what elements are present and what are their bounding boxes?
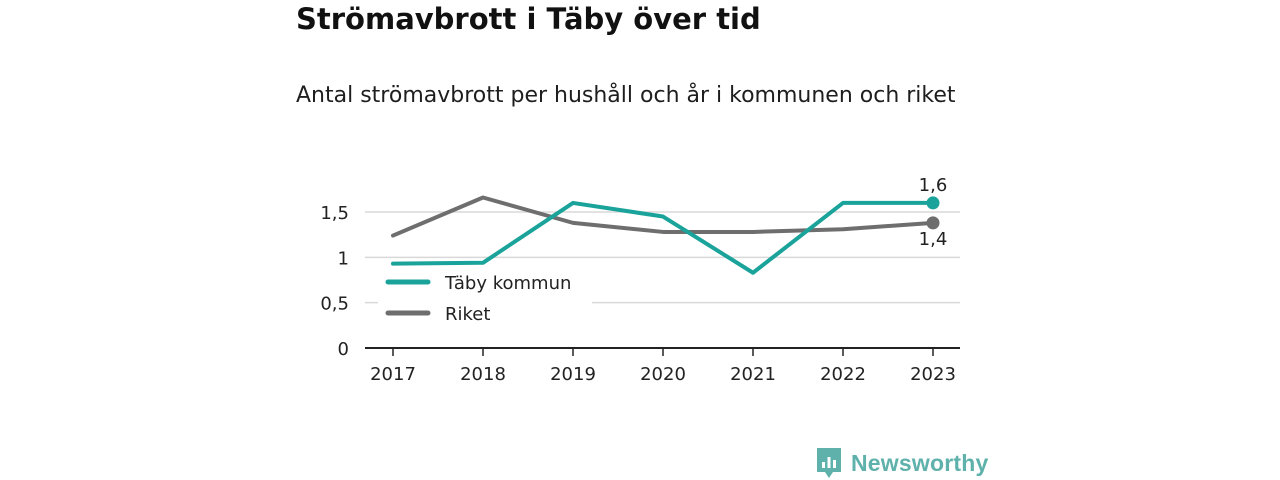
x-tick-label: 2021: [730, 364, 776, 385]
newsworthy-icon: [817, 448, 841, 478]
x-tick-label: 2019: [550, 364, 596, 385]
chart-title: Strömavbrott i Täby över tid: [296, 2, 761, 36]
newsworthy-logo[interactable]: Newsworthy: [815, 446, 988, 480]
legend-label-riket: Riket: [445, 304, 490, 325]
data-point: [926, 216, 940, 230]
x-tick-label: 2020: [640, 364, 686, 385]
series-line-riket: [391, 195, 935, 238]
data-point: [926, 196, 940, 210]
x-tick-label: 2018: [460, 364, 506, 385]
legend-background: [378, 266, 592, 332]
brand-name: Newsworthy: [851, 449, 989, 476]
series-lines: [391, 195, 940, 275]
end-label-taby: 1,6: [919, 175, 948, 196]
x-tick-label: 2023: [910, 364, 956, 385]
x-tick-label: 2022: [820, 364, 866, 385]
chart-subtitle: Antal strömavbrott per hushåll och år i …: [296, 83, 956, 108]
y-tick-label: 0: [338, 339, 349, 360]
legend: Täby kommun Riket: [378, 266, 592, 332]
y-tick-label: 1,5: [320, 203, 349, 224]
end-labels: 1,6 1,4: [919, 175, 948, 250]
legend-label-taby: Täby kommun: [444, 273, 571, 294]
series-line-taby: [391, 200, 935, 275]
end-label-riket: 1,4: [919, 229, 948, 250]
x-axis: 2017 2018 2019 2020 2021 2022 2023: [365, 347, 960, 385]
y-axis-ticks: 0 0,5 1 1,5: [320, 203, 349, 360]
x-tick-label: 2017: [370, 364, 416, 385]
y-tick-label: 1: [338, 248, 349, 269]
y-tick-label: 0,5: [320, 294, 349, 315]
